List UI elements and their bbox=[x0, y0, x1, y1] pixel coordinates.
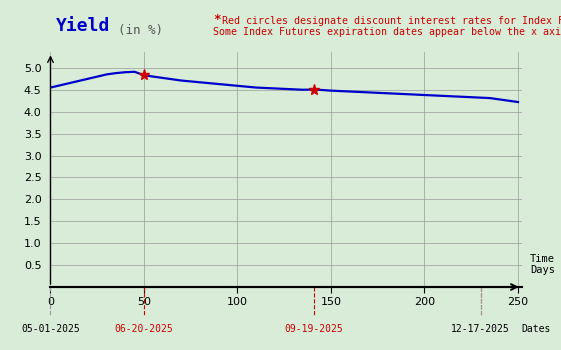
Text: Time: Time bbox=[530, 254, 555, 264]
Text: Days: Days bbox=[530, 265, 555, 275]
Text: 05-01-2025: 05-01-2025 bbox=[21, 324, 80, 334]
Text: 12-17-2025: 12-17-2025 bbox=[451, 324, 510, 334]
Text: (in %): (in %) bbox=[118, 24, 163, 37]
Text: Red circles designate discount interest rates for Index Futures.: Red circles designate discount interest … bbox=[222, 16, 561, 26]
Text: Dates: Dates bbox=[521, 324, 550, 334]
Text: 06-20-2025: 06-20-2025 bbox=[114, 324, 173, 334]
Text: 09-19-2025: 09-19-2025 bbox=[285, 324, 343, 334]
Text: *: * bbox=[213, 13, 220, 26]
Text: Some Index Futures expiration dates appear below the x axis in red.: Some Index Futures expiration dates appe… bbox=[213, 27, 561, 37]
Text: Yield: Yield bbox=[56, 17, 111, 35]
